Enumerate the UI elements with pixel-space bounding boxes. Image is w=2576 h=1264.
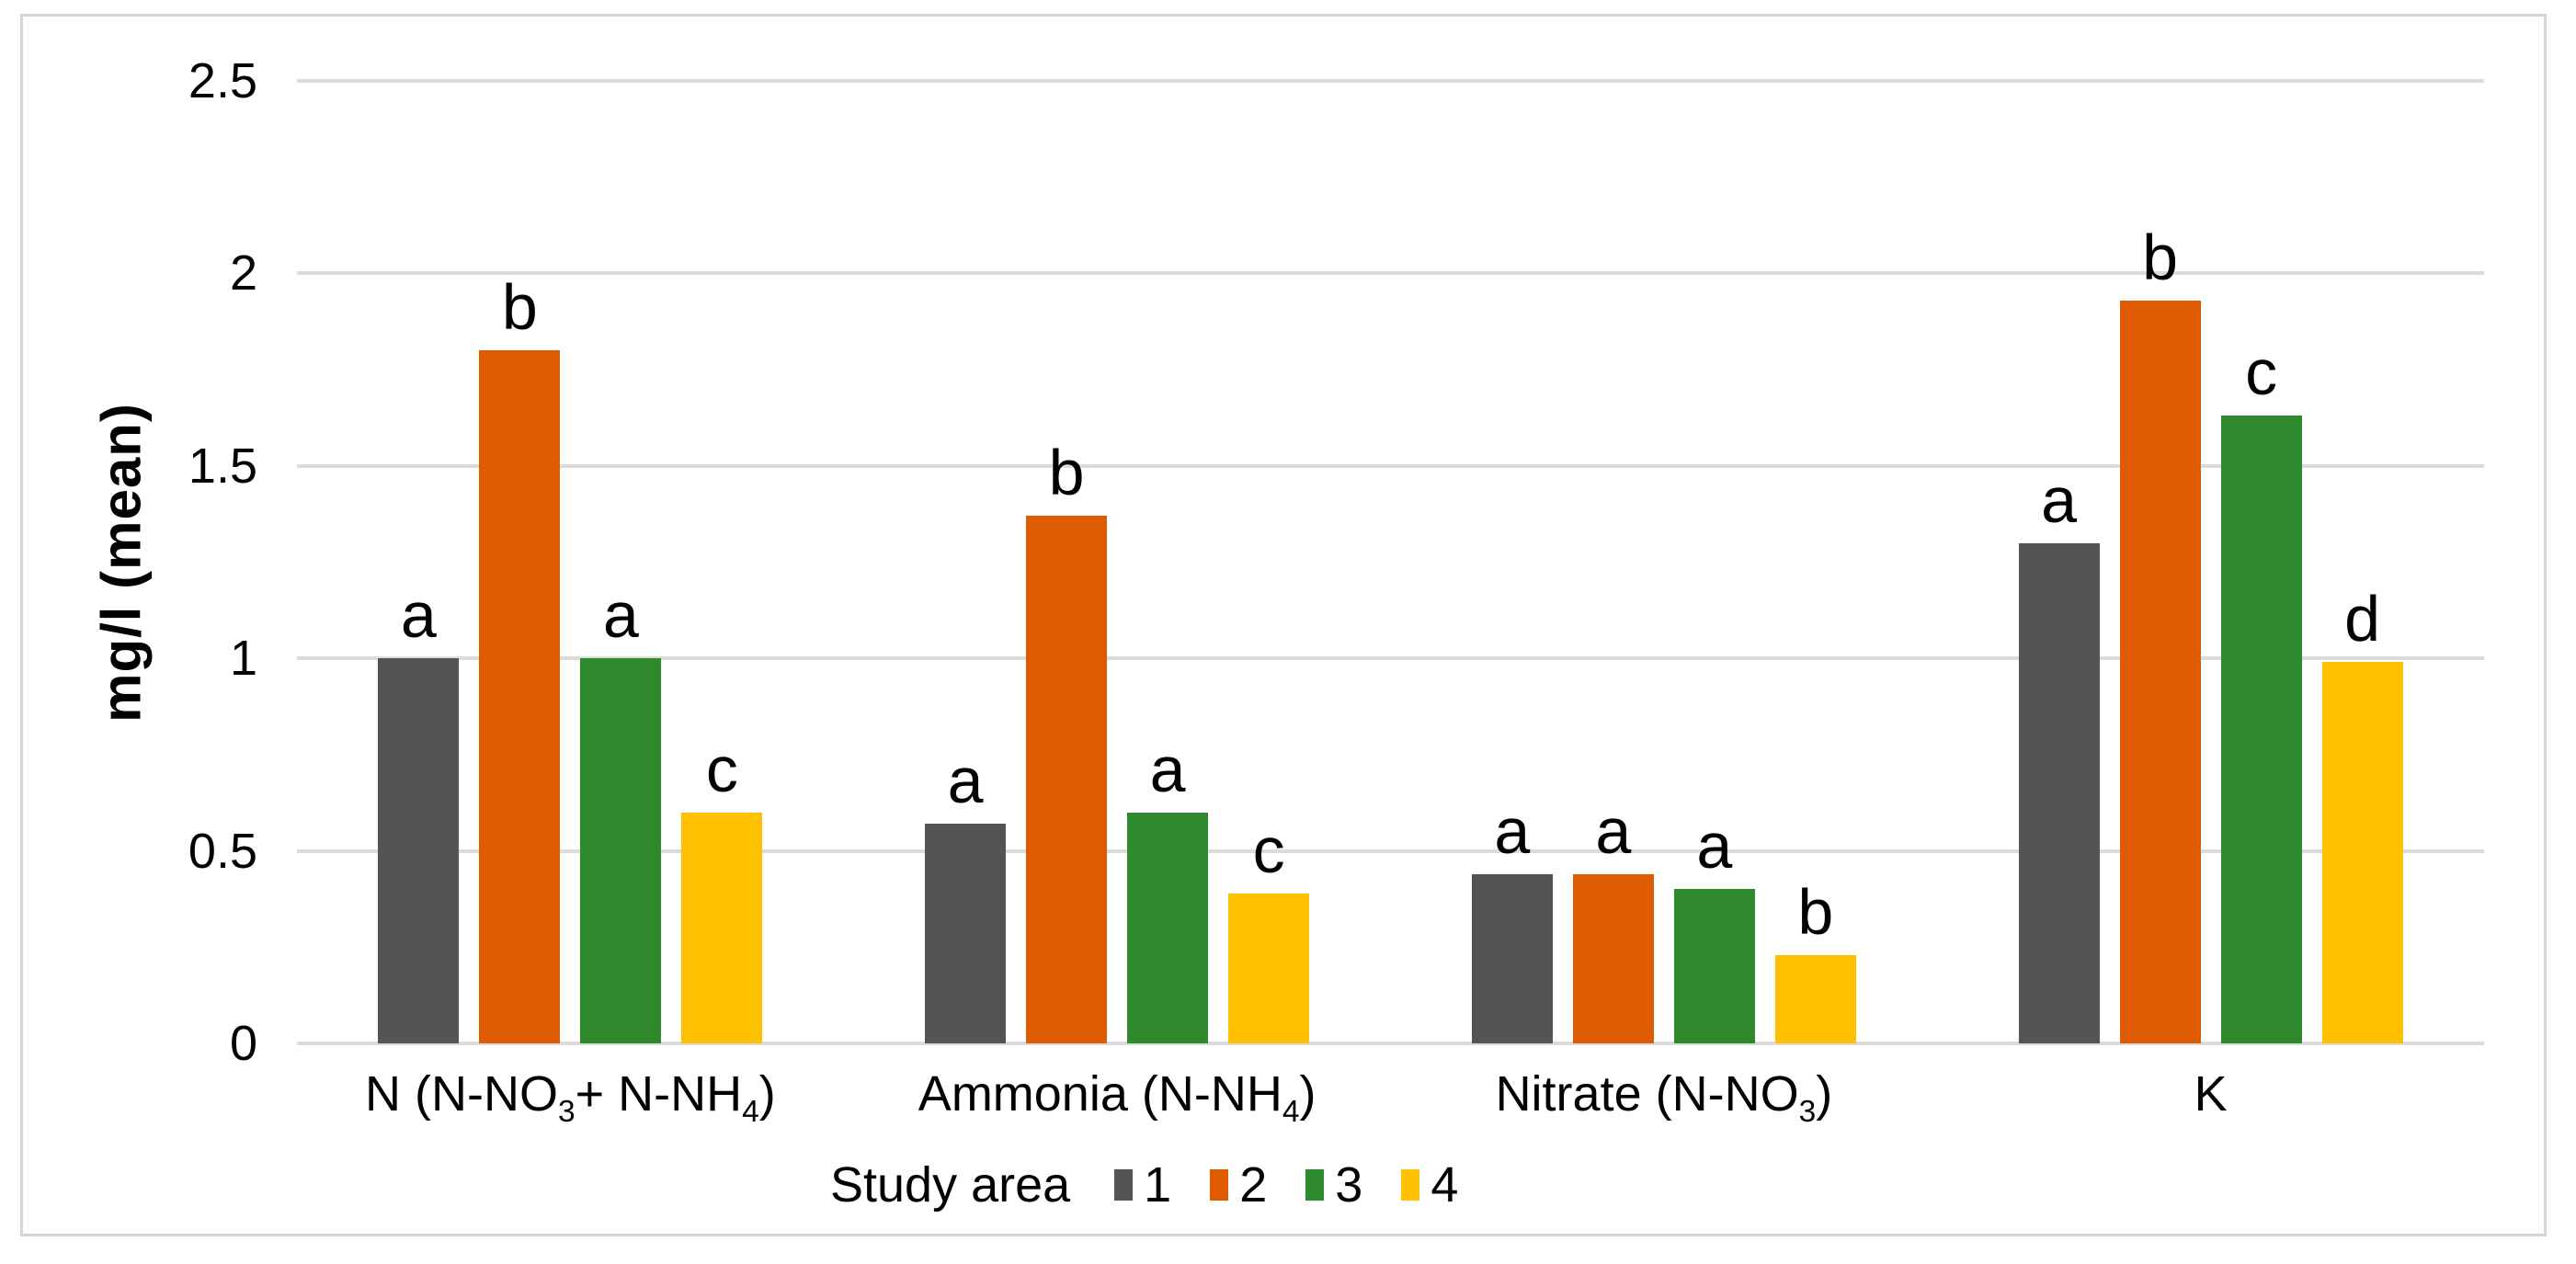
x-category-label: Nitrate (N-NO3) — [1495, 1066, 1833, 1129]
gridline-0.5 — [297, 848, 2484, 853]
legend-item-4: 4 — [1401, 1156, 1458, 1213]
legend-item-3: 3 — [1305, 1156, 1362, 1213]
y-tick-label: 2 — [229, 245, 257, 302]
y-tick-label: 0.5 — [188, 823, 257, 879]
bar-series-4: c — [1228, 818, 1310, 1043]
significance-letter: a — [2041, 463, 2078, 536]
y-tick-label: 1.5 — [188, 438, 257, 494]
significance-letter: b — [1048, 437, 1085, 509]
legend-swatch — [1305, 1169, 1325, 1201]
y-tick-label: 2.5 — [188, 53, 257, 108]
bar-series-1: a — [2018, 468, 2100, 1043]
bar-series-2: b — [479, 275, 561, 1043]
significance-letter: a — [1595, 794, 1632, 867]
legend-swatch — [1210, 1169, 1229, 1201]
bar-series-2: a — [1572, 799, 1654, 1043]
legend-item-2: 2 — [1210, 1156, 1267, 1213]
gridline-0 — [297, 1042, 2484, 1045]
gridline-1 — [297, 656, 2484, 661]
legend-items: 1 2 3 4 — [1114, 1156, 1458, 1213]
legend-label: 4 — [1430, 1157, 1459, 1213]
significance-letter: b — [501, 271, 538, 344]
bar-series-3: c — [2220, 340, 2302, 1043]
significance-letter: a — [400, 579, 437, 652]
gridline-2 — [297, 271, 2484, 276]
gridline-1.5 — [297, 463, 2484, 468]
significance-letter: c — [705, 733, 738, 805]
legend-item-1: 1 — [1114, 1156, 1171, 1213]
legend-label: 3 — [1335, 1157, 1363, 1213]
bar-series-3: a — [580, 583, 662, 1043]
bar-series-3: a — [1127, 737, 1209, 1043]
bar-series-2: b — [2119, 225, 2201, 1043]
bar-series-1: a — [1471, 799, 1553, 1043]
significance-letter: b — [1797, 875, 1834, 948]
significance-letter: a — [1149, 733, 1186, 805]
bar-series-3: a — [1673, 814, 1755, 1043]
significance-letter: a — [1494, 794, 1531, 867]
significance-letter: a — [1696, 810, 1733, 883]
significance-letter: c — [2245, 336, 2278, 409]
significance-letter: d — [2344, 583, 2381, 655]
x-category-label: K — [2194, 1066, 2228, 1122]
legend-label: 1 — [1144, 1157, 1172, 1213]
bar-series-4: d — [2321, 586, 2403, 1043]
legend: Study area 1 2 3 4 — [830, 1156, 1458, 1213]
gridline-2.5 — [297, 79, 2484, 83]
y-tick-label: 1 — [229, 631, 257, 687]
legend-title: Study area — [830, 1157, 1071, 1213]
legend-swatch — [1114, 1169, 1134, 1201]
bar-series-1: a — [378, 583, 460, 1043]
legend-swatch — [1401, 1169, 1420, 1201]
significance-letter: a — [602, 579, 639, 652]
x-category-label: Ammonia (N-NH4) — [918, 1066, 1316, 1129]
bar-series-4: b — [1774, 880, 1856, 1043]
y-tick-label: 0 — [229, 1016, 257, 1071]
bar-series-2: b — [1026, 440, 1108, 1043]
x-axis-category-labels: N (N-NO3+ N-NH4) Ammonia (N-NH4) Nitrate (… — [297, 1065, 2484, 1142]
significance-letter: b — [2142, 221, 2179, 293]
x-category-label: N (N-NO3+ N-NH4) — [365, 1066, 776, 1129]
legend-label: 2 — [1239, 1157, 1268, 1213]
significance-letter: c — [1252, 814, 1285, 886]
significance-letter: a — [947, 745, 984, 817]
bar-series-4: c — [681, 737, 763, 1043]
bar-series-1: a — [925, 748, 1007, 1043]
